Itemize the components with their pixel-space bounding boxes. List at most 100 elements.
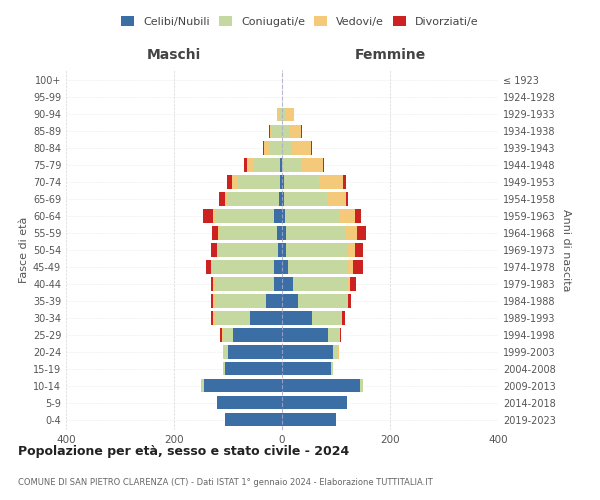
Bar <box>232 176 237 188</box>
Bar <box>269 124 272 138</box>
Bar <box>201 379 204 392</box>
Bar <box>282 396 347 409</box>
Bar <box>274 278 282 290</box>
Bar <box>282 244 286 256</box>
Text: Popolazione per età, sesso e stato civile - 2024: Popolazione per età, sesso e stato civil… <box>18 445 349 458</box>
Bar <box>282 142 292 154</box>
Bar <box>228 346 282 358</box>
Bar <box>278 244 282 256</box>
Bar <box>214 278 215 290</box>
Bar <box>282 210 285 222</box>
Bar <box>211 294 214 308</box>
Bar <box>282 226 286 239</box>
Bar <box>282 124 290 138</box>
Bar <box>280 158 282 172</box>
Bar <box>301 124 302 138</box>
Bar <box>286 244 349 256</box>
Bar <box>353 260 363 274</box>
Bar <box>244 158 247 172</box>
Bar <box>215 312 250 324</box>
Bar <box>293 278 347 290</box>
Y-axis label: Fasce di età: Fasce di età <box>19 217 29 283</box>
Bar <box>226 192 228 205</box>
Bar <box>211 260 212 274</box>
Bar <box>277 226 282 239</box>
Bar <box>349 278 356 290</box>
Bar <box>282 294 298 308</box>
Bar <box>212 260 274 274</box>
Bar <box>355 210 361 222</box>
Bar <box>203 210 213 222</box>
Bar <box>284 192 327 205</box>
Bar <box>282 192 284 205</box>
Bar <box>220 226 277 239</box>
Bar <box>226 413 282 426</box>
Bar <box>286 226 346 239</box>
Bar <box>282 328 328 342</box>
Bar <box>284 176 319 188</box>
Bar <box>346 226 356 239</box>
Bar <box>206 260 211 274</box>
Bar <box>349 244 355 256</box>
Bar <box>223 328 233 342</box>
Bar <box>343 312 345 324</box>
Bar <box>280 108 282 121</box>
Bar <box>227 176 232 188</box>
Bar <box>253 158 280 172</box>
Bar <box>204 379 282 392</box>
Bar <box>289 260 348 274</box>
Bar <box>211 312 214 324</box>
Bar <box>213 210 215 222</box>
Bar <box>221 328 223 342</box>
Bar <box>218 244 278 256</box>
Bar <box>334 346 338 358</box>
Bar <box>277 108 280 121</box>
Bar <box>250 312 282 324</box>
Bar <box>343 176 346 188</box>
Bar <box>247 158 253 172</box>
Bar <box>356 226 366 239</box>
Bar <box>263 142 264 154</box>
Bar <box>212 226 218 239</box>
Bar <box>282 362 331 376</box>
Bar <box>348 260 353 274</box>
Text: COMUNE DI SAN PIETRO CLARENZA (CT) - Dati ISTAT 1° gennaio 2024 - Elaborazione T: COMUNE DI SAN PIETRO CLARENZA (CT) - Dat… <box>18 478 433 487</box>
Bar <box>264 142 269 154</box>
Bar <box>319 176 343 188</box>
Bar <box>298 294 347 308</box>
Bar <box>223 362 226 376</box>
Bar <box>219 192 226 205</box>
Bar <box>223 346 224 358</box>
Bar <box>331 362 334 376</box>
Bar <box>282 346 334 358</box>
Bar <box>346 192 349 205</box>
Bar <box>349 294 351 308</box>
Bar <box>347 278 349 290</box>
Bar <box>282 108 285 121</box>
Bar <box>327 192 346 205</box>
Bar <box>282 379 360 392</box>
Bar <box>292 142 311 154</box>
Bar <box>338 328 340 342</box>
Bar <box>237 176 280 188</box>
Bar <box>340 328 341 342</box>
Y-axis label: Anni di nascita: Anni di nascita <box>561 209 571 291</box>
Bar <box>217 396 282 409</box>
Text: Femmine: Femmine <box>355 48 425 62</box>
Bar <box>266 294 282 308</box>
Bar <box>215 210 274 222</box>
Bar <box>282 413 336 426</box>
Text: Maschi: Maschi <box>147 48 201 62</box>
Bar <box>285 210 338 222</box>
Bar <box>215 278 274 290</box>
Bar <box>280 176 282 188</box>
Bar <box>285 108 295 121</box>
Bar <box>214 312 215 324</box>
Bar <box>282 260 289 274</box>
Bar <box>274 210 282 222</box>
Bar <box>224 346 228 358</box>
Bar <box>301 158 323 172</box>
Bar <box>269 142 282 154</box>
Bar <box>338 210 355 222</box>
Bar <box>355 244 363 256</box>
